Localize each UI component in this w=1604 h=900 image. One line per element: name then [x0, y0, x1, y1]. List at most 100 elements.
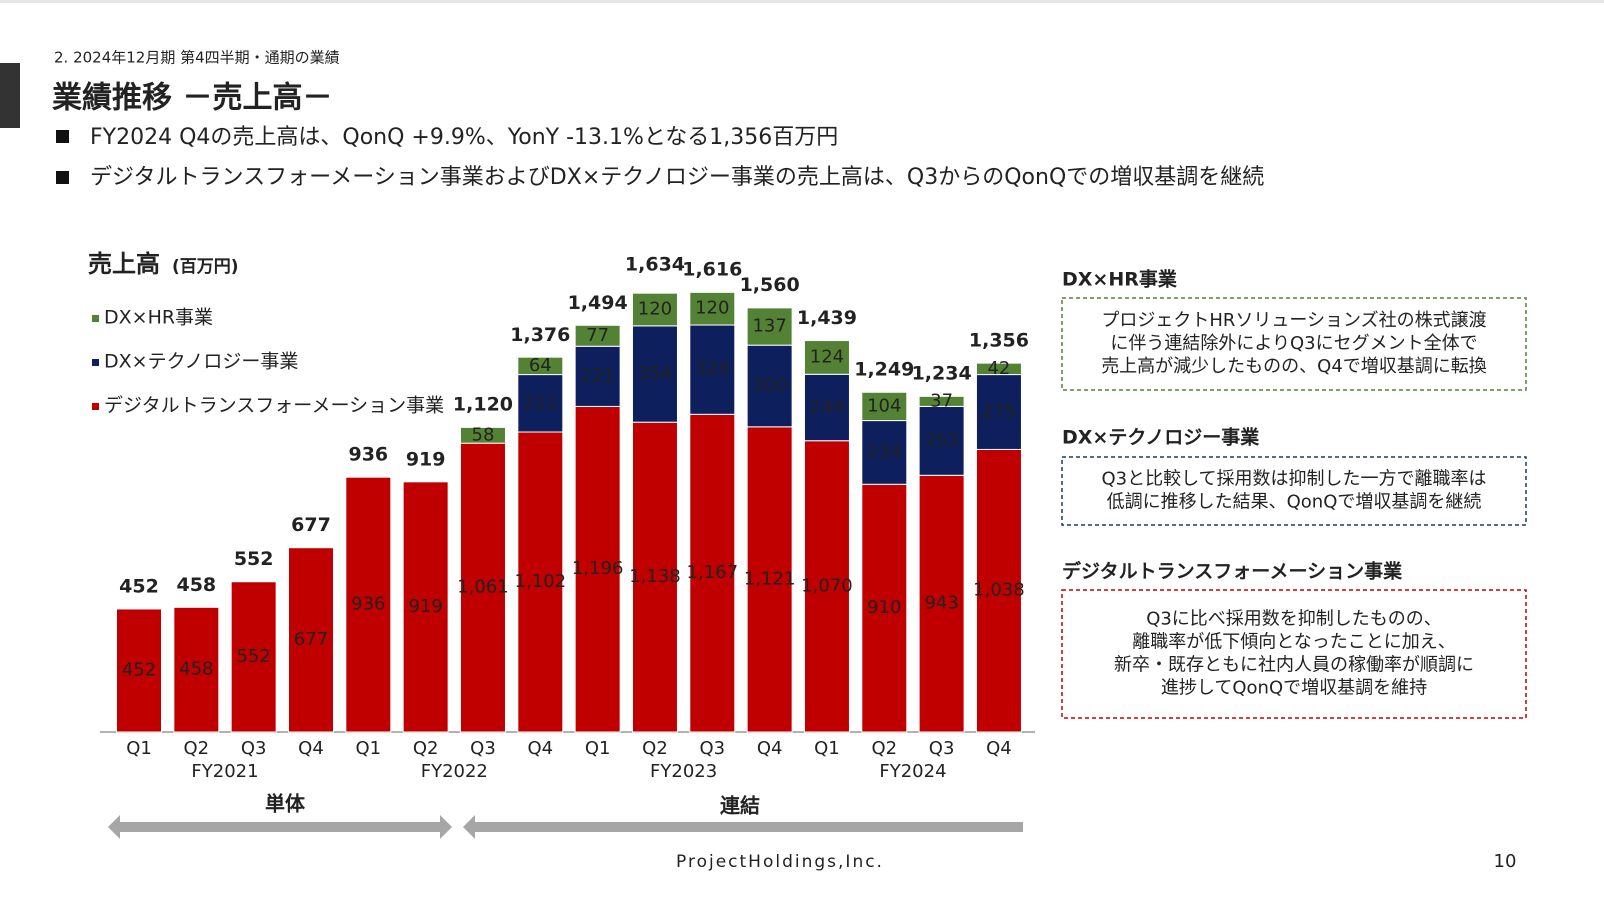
- bar-segment: [459, 426, 506, 444]
- x-tick-label: Q3: [929, 738, 955, 759]
- footer-company: ProjectHoldings,Inc.: [676, 852, 884, 872]
- panel-text: 進捗してQonQで増収基調を維持: [1161, 678, 1427, 699]
- segment-label: 211: [523, 392, 557, 413]
- bar-segment: [574, 405, 621, 733]
- segment-label: 37: [930, 390, 953, 411]
- group-label: FY2022: [421, 761, 488, 782]
- segment-label: 1,167: [687, 562, 739, 583]
- panel-title: DX×HR事業: [1062, 268, 1178, 291]
- segment-label: 137: [752, 316, 786, 337]
- bar-segment: [345, 476, 392, 733]
- x-tick-label: Q4: [986, 738, 1012, 759]
- segment-label: 458: [179, 659, 213, 680]
- section-label: 2. 2024年12月期 第4四半期・通期の業績: [54, 49, 340, 67]
- panel-box: [1061, 456, 1527, 526]
- x-tick-label: Q2: [642, 738, 668, 759]
- total-label: 677: [291, 514, 331, 536]
- segment-label: 1,138: [629, 566, 681, 587]
- bar-segment: [861, 420, 908, 485]
- segment-label: 1,070: [801, 575, 853, 596]
- bar-segment: [631, 421, 678, 733]
- total-label: 1,249: [854, 358, 914, 380]
- total-label: 1,376: [510, 324, 570, 346]
- group-label: FY2021: [191, 761, 258, 782]
- bar-segment: [918, 395, 965, 407]
- bar-segment: [975, 448, 1022, 733]
- total-label: 1,616: [682, 259, 742, 281]
- segment-label: 1,121: [744, 568, 796, 589]
- bar-segment: [975, 374, 1022, 450]
- panel-box: [1061, 297, 1527, 391]
- legend-swatch: [92, 315, 99, 322]
- legend-swatch: [92, 403, 99, 410]
- panel-text: Q3と比較して採用数は抑制した一方で離職率は: [1101, 469, 1486, 490]
- bar-segment: [459, 442, 506, 733]
- panel-title: デジタルトランスフォーメーション事業: [1062, 560, 1403, 583]
- bar-segment: [861, 391, 908, 422]
- bar-segment: [287, 547, 334, 733]
- bar-segment: [631, 325, 678, 423]
- slide-title: 業績推移 －売上高－: [52, 81, 332, 116]
- bar-segment: [517, 374, 564, 433]
- segment-label: 64: [529, 355, 552, 376]
- panel-text: 新卒・既存ともに社内人員の稼働率が順調に: [1114, 655, 1474, 676]
- x-tick-label: Q4: [527, 738, 553, 759]
- x-tick-label: Q2: [413, 738, 439, 759]
- annotation: 連結: [720, 794, 760, 818]
- total-label: 936: [348, 444, 388, 466]
- bar-segment: [116, 608, 162, 733]
- segment-label: 104: [867, 395, 901, 416]
- segment-label: 120: [695, 298, 729, 319]
- bar-segment: [918, 405, 965, 476]
- bar-segment: [574, 324, 621, 347]
- total-label: 1,120: [453, 394, 513, 416]
- segment-label: 452: [122, 659, 156, 680]
- segment-label: 328: [695, 359, 729, 380]
- bar-segment: [803, 440, 850, 733]
- segment-label: 677: [294, 629, 328, 650]
- bar-segment: [918, 474, 965, 733]
- segment-label: 354: [638, 363, 672, 384]
- total-label: 1,234: [912, 363, 972, 385]
- legend-swatch: [92, 359, 99, 366]
- total-label: 1,560: [740, 274, 800, 296]
- panel-text: 離職率が低下傾向となったことに加え、: [1132, 632, 1455, 653]
- segment-label: 77: [586, 325, 609, 346]
- title-accent: [0, 63, 20, 128]
- panel-text: 低調に推移した結果、QonQで増収基調を継続: [1107, 492, 1482, 513]
- bullet: [56, 130, 69, 143]
- bullet-text: デジタルトランスフォーメーション事業およびDX×テクノロジー事業の売上高は、Q3…: [90, 165, 1264, 190]
- total-label: 552: [234, 548, 274, 570]
- legend-label: デジタルトランスフォーメーション事業: [104, 395, 444, 417]
- group-label: FY2023: [650, 761, 717, 782]
- segment-label: 1,038: [973, 580, 1025, 601]
- x-tick-label: Q2: [871, 738, 897, 759]
- segment-label: 936: [351, 594, 385, 615]
- legend-label: DX×テクノロジー事業: [104, 351, 298, 373]
- segment-label: 42: [987, 358, 1010, 379]
- segment-label: 300: [752, 375, 786, 396]
- group-label: FY2024: [879, 761, 946, 782]
- bar-segment: [517, 356, 564, 376]
- x-tick-label: Q3: [699, 738, 725, 759]
- bar-segment: [803, 340, 850, 375]
- bar-segment: [975, 362, 1022, 376]
- bar-segment: [689, 291, 736, 326]
- bar-segment: [402, 481, 449, 733]
- arrow: [108, 815, 452, 839]
- legend-label: DX×HR事業: [104, 307, 213, 329]
- segment-label: 120: [638, 299, 672, 320]
- bar-segment: [173, 606, 220, 733]
- top-rule: [0, 0, 1604, 3]
- segment-label: 253: [924, 430, 958, 451]
- segment-label: 919: [408, 596, 442, 617]
- x-tick-label: Q4: [298, 738, 324, 759]
- page-number: 10: [1494, 851, 1517, 872]
- x-tick-label: Q3: [470, 738, 496, 759]
- segment-label: 275: [982, 401, 1016, 422]
- segment-label: 1,102: [515, 571, 567, 592]
- annotation: 単体: [265, 792, 306, 816]
- segment-label: 1,196: [572, 558, 624, 579]
- bar-segment: [517, 431, 564, 733]
- bullet-text: FY2024 Q4の売上高は、QonQ +9.9%、YonY -13.1%となる…: [90, 125, 838, 150]
